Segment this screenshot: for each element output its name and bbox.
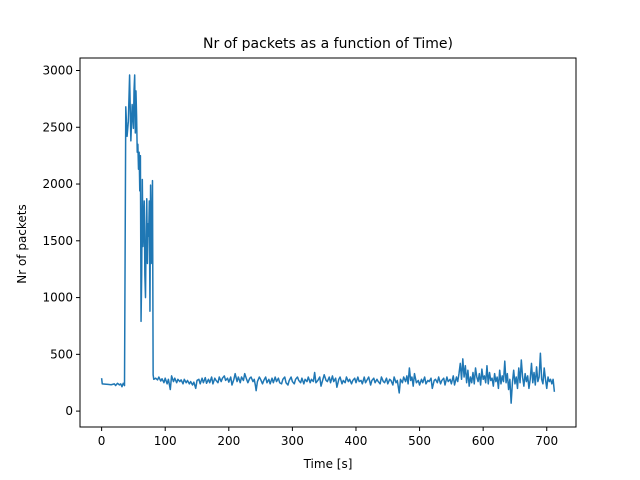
x-tick-label: 300 xyxy=(281,434,304,448)
plot-area xyxy=(100,74,556,404)
y-axis-label: Nr of packets xyxy=(15,204,29,284)
y-tick-label: 3000 xyxy=(42,63,73,77)
y-tick-label: 2500 xyxy=(42,120,73,134)
x-tick-label: 600 xyxy=(472,434,495,448)
y-tick-label: 2000 xyxy=(42,177,73,191)
x-tick-label: 200 xyxy=(217,434,240,448)
series-line-0 xyxy=(100,74,556,404)
x-axis-label: Time [s] xyxy=(303,457,353,471)
x-tick-label: 700 xyxy=(535,434,558,448)
x-tick-label: 0 xyxy=(98,434,106,448)
x-tick-label: 100 xyxy=(154,434,177,448)
y-tick-label: 0 xyxy=(65,404,73,418)
y-tick-label: 1000 xyxy=(42,291,73,305)
plot-frame xyxy=(79,57,577,428)
axes: 0 100 200 300 400 500 600 700 0 500 1000 1500 2000 25… xyxy=(42,57,577,448)
x-tick-label: 500 xyxy=(408,434,431,448)
y-tick-label: 500 xyxy=(50,347,73,361)
y-tick-label: 1500 xyxy=(42,234,73,248)
chart-title: Nr of packets as a function of Time) xyxy=(203,36,453,52)
x-tick-label: 400 xyxy=(345,434,368,448)
